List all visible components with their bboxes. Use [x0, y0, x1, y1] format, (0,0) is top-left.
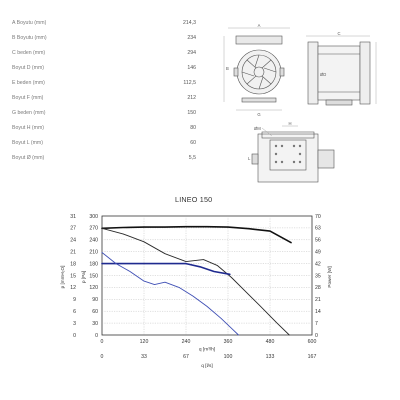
letter-l: L [248, 156, 251, 161]
y-tick-label: 12 [70, 285, 76, 291]
x-tick-label: 167 [308, 354, 317, 360]
letter-h: H [288, 121, 291, 126]
x-tick-label: 133 [266, 354, 275, 360]
letter-b: B [226, 66, 229, 71]
right-tick-label: 42 [315, 261, 321, 267]
dimension-value: 5,5 [188, 155, 196, 161]
right-tick-label: 28 [315, 285, 321, 291]
right-tick-label: 70 [315, 214, 321, 220]
y-tick-label: 180 [89, 261, 98, 267]
y-tick-label: 120 [89, 285, 98, 291]
right-tick-label: 0 [315, 333, 318, 339]
right-tick-label: 35 [315, 273, 321, 279]
y-tick-label: 270 [89, 226, 98, 232]
letter-a: A [258, 23, 261, 28]
dimension-value: 112,5 [183, 80, 196, 86]
series-line-1 [101, 225, 292, 244]
dimension-value: 60 [190, 140, 196, 146]
x-tick-label: 600 [308, 339, 317, 345]
y-tick-label: 300 [89, 214, 98, 220]
letter-od: ØD [320, 72, 326, 77]
y-tick-label: 6 [73, 309, 76, 315]
x-tick-label: 0 [101, 339, 104, 345]
right-tick-label: 49 [315, 250, 321, 256]
dimension-row: Boyut D (mm) 146 [0, 65, 200, 77]
letter-g: G [257, 112, 260, 117]
dimension-label: B Boyutu (mm) [12, 35, 47, 41]
y-tick-label: 27 [70, 226, 76, 232]
right-tick-label: 14 [315, 309, 321, 315]
dimension-label: E beden (mm) [12, 80, 45, 86]
letter-om: ØM [254, 126, 261, 131]
x-tick-label: 480 [266, 339, 275, 345]
right-tick-label: 56 [315, 238, 321, 244]
dimension-label: A Boyutu (mm) [12, 20, 47, 26]
y-tick-label: 30 [92, 321, 98, 327]
dimension-value: 80 [190, 125, 196, 131]
x-tick-label: 100 [224, 354, 233, 360]
y-axis-label-mmh2o: p [mmH₂O] [60, 266, 65, 289]
x-tick-label: 360 [224, 339, 233, 345]
dimension-label: C beden (mm) [12, 50, 46, 56]
dimension-row: Boyut Ø (mm) 5,5 [0, 155, 200, 167]
y-tick-label: 210 [89, 250, 98, 256]
y-tick-label: 31 [70, 214, 76, 220]
y-tick-label: 24 [70, 238, 76, 244]
dimension-value: 212 [187, 95, 196, 101]
y-tick-label: 0 [73, 333, 76, 339]
right-tick-label: 7 [315, 321, 318, 327]
letter-c: C [337, 31, 340, 36]
dimension-label: Boyut D (mm) [12, 65, 44, 71]
dimension-value: 294 [187, 50, 196, 56]
dimension-row: A Boyutu (mm) 214,3 [0, 20, 200, 32]
dimension-value: 214,3 [183, 20, 196, 26]
dimension-label: Boyut L (mm) [12, 140, 43, 146]
dimension-label: Boyut F (mm) [12, 95, 44, 101]
y-tick-label: 18 [70, 261, 76, 267]
x-tick-label: 67 [183, 354, 189, 360]
y-tick-label: 3 [73, 321, 76, 327]
series-line-4 [101, 252, 239, 336]
x-tick-label: 0 [101, 354, 104, 360]
y-tick-label: 0 [95, 333, 98, 339]
side-view-drawing: C ØD [306, 31, 377, 106]
y-tick-label: 15 [70, 273, 76, 279]
x-axis-label-m3h: q [m³/h] [199, 347, 215, 353]
dimension-row: B Boyutu (mm) 234 [0, 35, 200, 47]
bottom-view-drawing: ØM H L [248, 121, 335, 183]
dimension-value: 150 [187, 110, 196, 116]
dimension-label: Boyut Ø (mm) [12, 155, 45, 161]
dimension-row: Boyut L (mm) 60 [0, 140, 200, 152]
series-line-2 [101, 227, 290, 336]
y-tick-label: 21 [70, 250, 76, 256]
y-tick-label: 9 [73, 297, 76, 303]
dimension-label: Boyut H (mm) [12, 125, 44, 131]
series-line-3 [101, 262, 231, 276]
right-axis-label: Power [W] [327, 266, 332, 287]
y-tick-label: 240 [89, 238, 98, 244]
right-tick-label: 63 [315, 226, 321, 232]
dimension-row: Boyut F (mm) 212 [0, 95, 200, 107]
dimension-value: 234 [187, 35, 196, 41]
performance-chart: 0369121518212427310306090120150180210240… [60, 214, 332, 369]
dimension-value: 146 [187, 65, 196, 71]
x-tick-label: 240 [182, 339, 191, 345]
y-tick-label: 60 [92, 309, 98, 315]
dimension-row: Boyut H (mm) 80 [0, 125, 200, 137]
y-tick-label: 150 [89, 273, 98, 279]
dimension-label: G beden (mm) [12, 110, 46, 116]
x-tick-label: 120 [140, 339, 149, 345]
y-tick-label: 90 [92, 297, 98, 303]
front-view-drawing: A B G [223, 23, 290, 117]
x-axis-label-ls: q [l/s] [201, 363, 212, 369]
chart-title: LINEO 150 [175, 195, 213, 204]
dimension-row: G beden (mm) 150 [0, 110, 200, 122]
x-tick-label: 33 [141, 354, 147, 360]
y-axis-label-pa: p [Pa] [81, 271, 86, 283]
dimension-row: E beden (mm) 112,5 [0, 80, 200, 92]
dimension-row: C beden (mm) 294 [0, 50, 200, 62]
right-tick-label: 21 [315, 297, 321, 303]
